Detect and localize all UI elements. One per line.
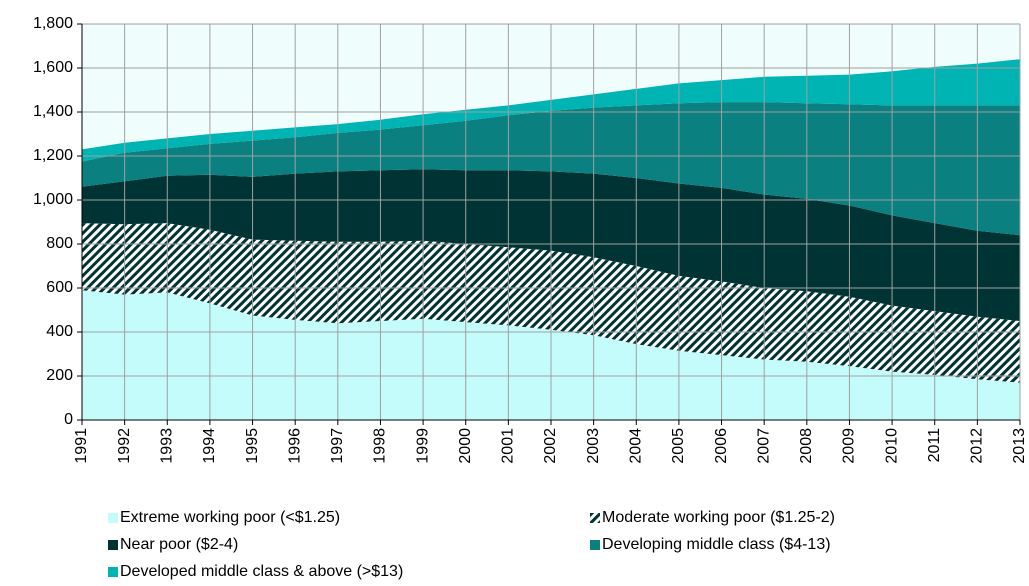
x-tick-label: 2007 xyxy=(755,428,772,464)
x-tick-label: 1992 xyxy=(116,428,133,464)
legend-swatch xyxy=(590,540,600,550)
x-tick-label: 2012 xyxy=(969,428,986,464)
x-tick-label: 2002 xyxy=(542,428,559,464)
x-tick-label: 2011 xyxy=(926,428,943,463)
y-tick-label: 400 xyxy=(46,323,73,340)
x-tick-label: 1997 xyxy=(329,428,346,464)
x-tick-label: 1996 xyxy=(286,428,303,464)
y-tick-label: 1,800 xyxy=(33,15,73,32)
legend-swatch xyxy=(108,540,118,550)
y-tick-label: 200 xyxy=(46,367,73,384)
legend-label: Near poor ($2-4) xyxy=(120,536,238,553)
legend-label: Developed middle class & above (>$13) xyxy=(120,563,403,580)
x-tick-label: 2013 xyxy=(1011,428,1028,464)
y-tick-label: 1,600 xyxy=(33,59,73,76)
y-tick-label: 0 xyxy=(64,411,73,428)
x-tick-label: 2006 xyxy=(713,428,730,464)
y-tick-label: 1,400 xyxy=(33,103,73,120)
y-tick-label: 1,000 xyxy=(33,191,73,208)
legend-label: Moderate working poor ($1.25-2) xyxy=(602,509,835,526)
x-tick-label: 2003 xyxy=(585,428,602,464)
legend-swatch xyxy=(590,513,600,523)
x-tick-label: 2000 xyxy=(457,428,474,464)
x-tick-label: 1995 xyxy=(244,428,261,464)
x-tick-label: 2008 xyxy=(798,428,815,464)
x-tick-label: 1994 xyxy=(201,428,218,464)
x-tick-label: 1993 xyxy=(158,428,175,464)
x-tick-label: 1999 xyxy=(414,428,431,464)
legend-label: Extreme working poor (<$1.25) xyxy=(120,509,340,526)
legend-swatch xyxy=(108,513,118,523)
legend-swatch xyxy=(108,567,118,577)
y-tick-label: 600 xyxy=(46,279,73,296)
x-tick-label: 2005 xyxy=(670,428,687,464)
legend-label: Developing middle class ($4-13) xyxy=(602,536,831,553)
y-tick-label: 800 xyxy=(46,235,73,252)
x-tick-label: 2001 xyxy=(500,428,517,464)
y-tick-label: 1,200 xyxy=(33,147,73,164)
x-tick-label: 2010 xyxy=(883,428,900,464)
x-tick-label: 2004 xyxy=(627,428,644,464)
x-tick-label: 1998 xyxy=(372,428,389,464)
x-tick-label: 2009 xyxy=(841,428,858,464)
x-tick-label: 1991 xyxy=(73,428,90,464)
